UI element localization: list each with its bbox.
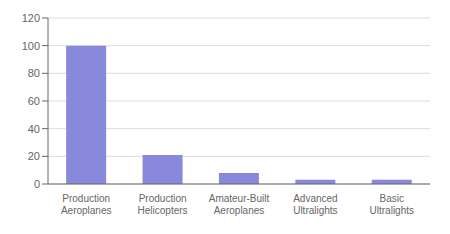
svg-text:80: 80 (28, 67, 40, 79)
svg-text:100: 100 (22, 40, 40, 52)
svg-text:ProductionHelicopters: ProductionHelicopters (138, 193, 188, 216)
svg-text:20: 20 (28, 150, 40, 162)
svg-text:AdvancedUltralights: AdvancedUltralights (293, 193, 337, 216)
svg-text:40: 40 (28, 123, 40, 135)
svg-text:Amateur-BuiltAeroplanes: Amateur-BuiltAeroplanes (209, 193, 270, 216)
svg-text:ProductionAeroplanes: ProductionAeroplanes (61, 193, 112, 216)
svg-text:120: 120 (22, 12, 40, 24)
svg-text:60: 60 (28, 95, 40, 107)
svg-text:0: 0 (34, 178, 40, 190)
svg-text:BasicUltralights: BasicUltralights (370, 193, 414, 216)
